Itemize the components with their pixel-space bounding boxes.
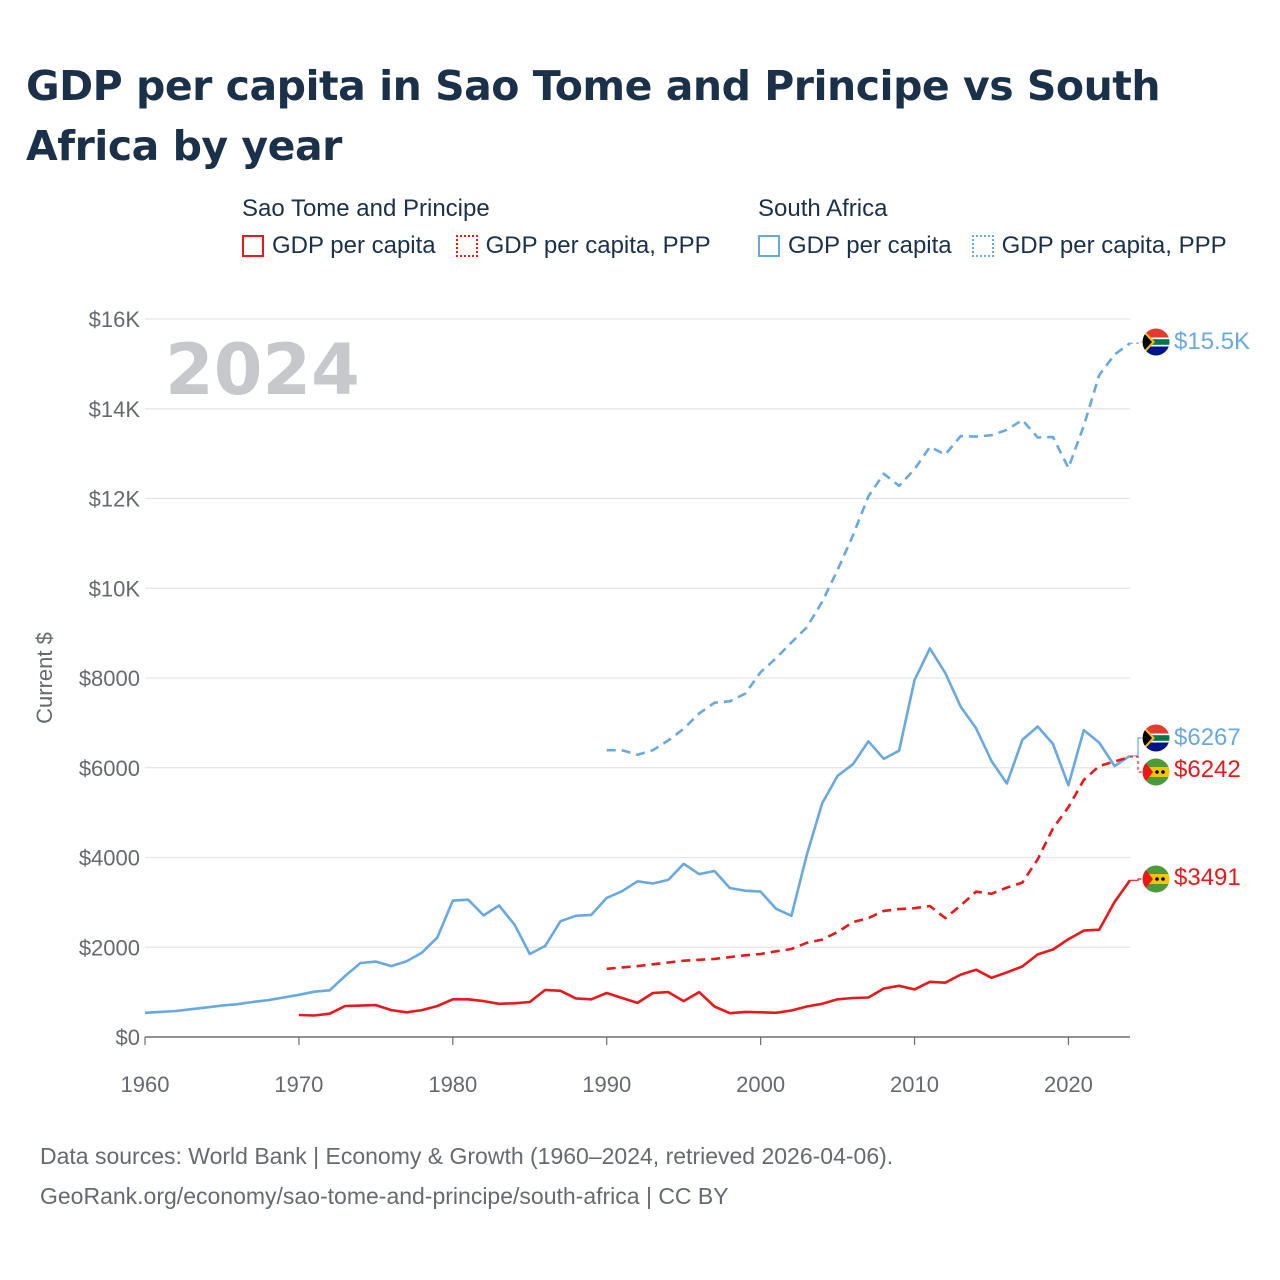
end-label-connector (1130, 737, 1142, 757)
y-tick-label: $6000 (79, 756, 140, 781)
x-axis-ticks: 1960 1970 1980 1990 2000 2010 2020 (121, 1037, 1093, 1097)
x-tick-label: 1980 (428, 1072, 477, 1097)
footer-url[interactable]: GeoRank.org/economy/sao-tome-and-princip… (40, 1183, 729, 1209)
chart-title: GDP per capita in Sao Tome and Principe … (26, 62, 1161, 170)
series-lines (144, 342, 1132, 1017)
end-flags (1141, 327, 1171, 894)
y-tick-label: $12K (89, 487, 141, 512)
legend-swatch-dotted (455, 235, 478, 257)
legend-swatch-dotted (971, 235, 994, 257)
legend-label: GDP per capita (272, 232, 436, 259)
south-africa-flag-icon (1141, 723, 1171, 753)
end-labels: $15.5K $6267 $6242 $3491 (1174, 328, 1250, 891)
legend-item-south-africa-gdp-ppp[interactable]: GDP per capita, PPP (971, 232, 1227, 260)
x-tick-label: 2000 (736, 1072, 785, 1097)
y-tick-label: $4000 (79, 846, 140, 871)
legend-swatch-solid (758, 235, 780, 257)
footer-sources: Data sources: World Bank | Economy & Gro… (40, 1143, 894, 1169)
legend-item-sao-tome-gdp[interactable]: GDP per capita (242, 232, 436, 260)
legend-group-sao-tome: Sao Tome and Principe GDP per capita GDP… (242, 192, 731, 266)
line-chart: 2024 $0$2000$4000$6000$8000$10K$12K$14K$… (32, 307, 1250, 1097)
x-tick-label: 1990 (582, 1072, 631, 1097)
legend-swatch-solid (242, 235, 264, 257)
y-axis-label: Current $ (32, 632, 57, 724)
legend-item-sao-tome-gdp-ppp[interactable]: GDP per capita, PPP (455, 232, 711, 260)
y-tick-label: $14K (89, 397, 141, 422)
legend-label: GDP per capita, PPP (485, 232, 711, 259)
legend-group-name: South Africa (758, 195, 888, 222)
legend-label: GDP per capita, PPP (1001, 232, 1227, 259)
end-label-connectors (1130, 341, 1142, 881)
end-value-label: $6267 (1174, 724, 1241, 751)
sao-tome-flag-icon (1141, 757, 1171, 787)
y-tick-label: $2000 (79, 935, 140, 960)
end-value-label: $3491 (1174, 864, 1241, 891)
end-value-label: $6242 (1174, 756, 1241, 783)
y-tick-label: $10K (89, 576, 141, 601)
series-line[interactable] (606, 342, 1131, 757)
y-tick-label: $16K (89, 307, 141, 332)
legend-group-south-africa: South Africa GDP per capita GDP per capi… (758, 192, 1247, 266)
legend-group-name: Sao Tome and Principe (242, 195, 490, 222)
year-watermark: 2024 (165, 329, 360, 411)
legend-item-south-africa-gdp[interactable]: GDP per capita (758, 232, 952, 260)
y-tick-label: $0 (116, 1025, 140, 1050)
footer: Data sources: World Bank | Economy & Gro… (40, 1136, 893, 1216)
end-label-connector (1130, 756, 1142, 773)
end-label-connector (1130, 878, 1142, 881)
series-line[interactable] (606, 755, 1131, 971)
sao-tome-flag-icon (1141, 864, 1171, 894)
series-line[interactable] (144, 647, 1131, 1015)
x-tick-label: 1970 (274, 1072, 323, 1097)
x-tick-label: 2020 (1044, 1072, 1093, 1097)
end-label-connector (1130, 341, 1142, 344)
x-tick-label: 2010 (890, 1072, 939, 1097)
gridlines (145, 318, 1130, 948)
end-value-label: $15.5K (1174, 328, 1250, 355)
south-africa-flag-icon (1141, 327, 1171, 357)
legend-label: GDP per capita (788, 232, 952, 259)
y-tick-label: $8000 (79, 666, 140, 691)
series-line[interactable] (298, 879, 1132, 1017)
x-tick-label: 1960 (121, 1072, 170, 1097)
y-axis-ticks: $0 $2000 $4000 $6000 $8000 $10K $12K $14K $16K (79, 307, 141, 1050)
